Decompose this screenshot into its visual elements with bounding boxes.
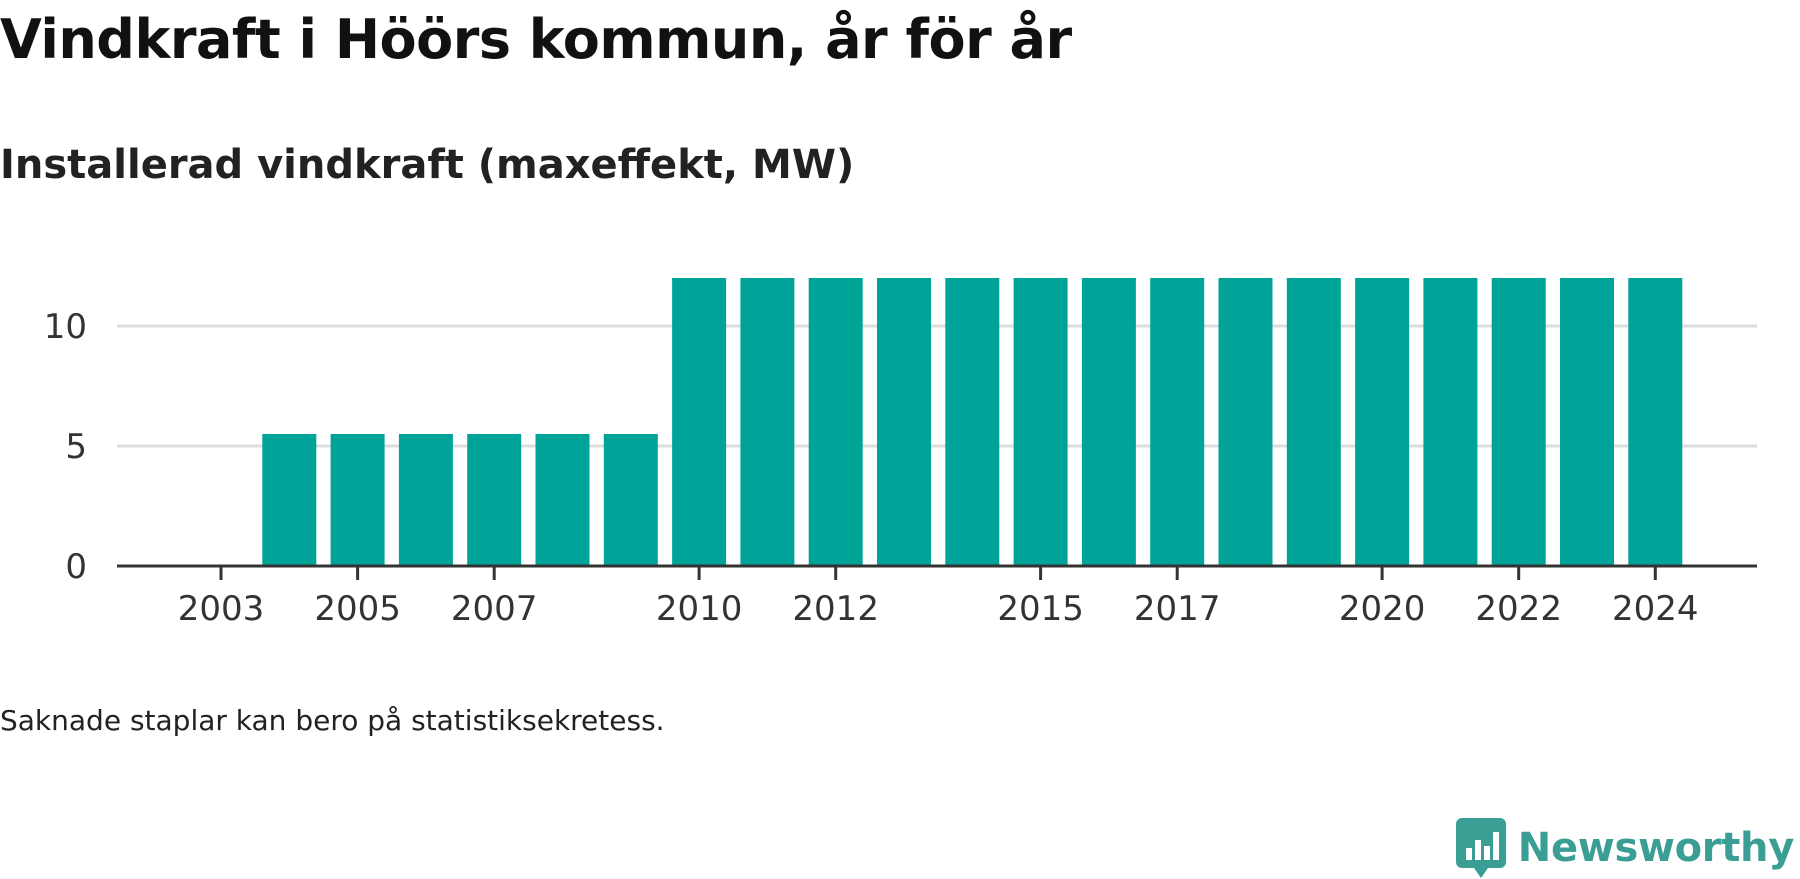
bar-2023 bbox=[1560, 278, 1614, 566]
bar-2007 bbox=[467, 434, 522, 566]
bar-2013 bbox=[877, 278, 931, 566]
bar-2011 bbox=[740, 278, 795, 566]
bar-2019 bbox=[1286, 278, 1341, 566]
y-tick-label: 0 bbox=[65, 547, 87, 587]
bar-2014 bbox=[945, 278, 1000, 566]
x-tick-label: 2010 bbox=[656, 589, 743, 629]
bar-2020 bbox=[1355, 278, 1410, 566]
bar-2016 bbox=[1081, 278, 1136, 566]
bar-2021 bbox=[1423, 278, 1478, 566]
y-tick-label: 5 bbox=[65, 427, 87, 467]
x-tick-label: 2003 bbox=[178, 589, 265, 629]
bars bbox=[262, 278, 1683, 566]
bar-2024 bbox=[1628, 278, 1683, 566]
bar-chart: 0 5 10 2003 2005 2007 2010 2012 2015 2017 2020 202… bbox=[44, 278, 1757, 629]
bar-2009 bbox=[603, 434, 658, 566]
chart-title: Vindkraft i Höörs kommun, år för år bbox=[0, 8, 1072, 71]
x-tick-label: 2015 bbox=[997, 589, 1084, 629]
bar-2006 bbox=[398, 434, 453, 566]
y-tick-label: 10 bbox=[44, 307, 87, 347]
x-axis bbox=[117, 564, 1757, 580]
x-axis-labels: 2003 2005 2007 2010 2012 2015 2017 2020 2022 2024 bbox=[178, 589, 1699, 629]
bar-2010 bbox=[672, 278, 727, 566]
x-tick-label: 2017 bbox=[1134, 589, 1221, 629]
x-tick-label: 2020 bbox=[1339, 589, 1426, 629]
bar-2018 bbox=[1218, 278, 1273, 566]
newsworthy-logo-icon bbox=[1455, 818, 1506, 878]
bar-2004 bbox=[262, 434, 317, 566]
chart-subtitle: Installerad vindkraft (maxeffekt, MW) bbox=[0, 142, 855, 188]
bar-2022 bbox=[1491, 278, 1546, 566]
bar-2015 bbox=[1013, 278, 1068, 566]
x-tick-label: 2007 bbox=[451, 589, 538, 629]
grid-lines bbox=[117, 324, 1757, 448]
footnote: Saknade staplar kan bero på statistiksek… bbox=[0, 704, 665, 737]
brand-name: Newsworthy bbox=[1517, 825, 1795, 871]
x-tick-label: 2005 bbox=[314, 589, 401, 629]
bar-2012 bbox=[808, 278, 863, 566]
newsworthy-logo[interactable]: Newsworthy bbox=[1455, 818, 1795, 878]
bar-2017 bbox=[1150, 278, 1205, 566]
x-tick-label: 2024 bbox=[1612, 589, 1699, 629]
y-axis-labels: 0 5 10 bbox=[44, 307, 87, 587]
bar-2008 bbox=[535, 434, 590, 566]
x-tick-label: 2012 bbox=[792, 589, 879, 629]
x-tick-label: 2022 bbox=[1475, 589, 1562, 629]
bar-2005 bbox=[330, 434, 385, 566]
